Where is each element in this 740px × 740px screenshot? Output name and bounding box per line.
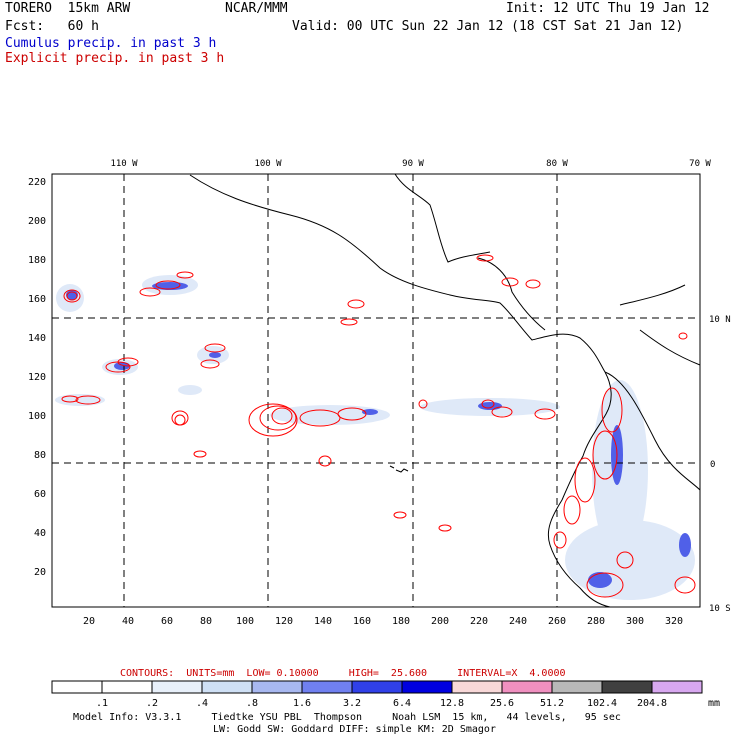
x-tick: 320 bbox=[665, 616, 683, 627]
y-tick: 180 bbox=[28, 255, 46, 266]
x-tick: 160 bbox=[353, 616, 371, 627]
explicit-contours bbox=[61, 254, 696, 598]
x-tick: 300 bbox=[626, 616, 644, 627]
y-tick: 60 bbox=[34, 489, 46, 500]
y-tick: 220 bbox=[28, 177, 46, 188]
y-tick: 120 bbox=[28, 372, 46, 383]
lon-label: 80 W bbox=[546, 159, 568, 169]
contour-info: CONTOURS: UNITS=mm LOW= 0.10000 HIGH= 25… bbox=[120, 668, 566, 679]
forecast-hour: Fcst: 60 h bbox=[5, 19, 99, 34]
x-tick: 20 bbox=[83, 616, 95, 627]
x-tick: 260 bbox=[548, 616, 566, 627]
lon-label: 110 W bbox=[110, 159, 138, 169]
lon-label: 100 W bbox=[254, 159, 282, 169]
x-tick: 140 bbox=[314, 616, 332, 627]
y-tick: 160 bbox=[28, 294, 46, 305]
y-axis-ticks: 220 200 180 160 140 120 100 80 60 40 20 bbox=[28, 177, 46, 578]
org-name: NCAR/MMM bbox=[225, 1, 288, 16]
lon-label: 70 W bbox=[689, 159, 711, 169]
x-tick: 180 bbox=[392, 616, 410, 627]
x-tick: 40 bbox=[122, 616, 134, 627]
x-tick: 280 bbox=[587, 616, 605, 627]
y-tick: 140 bbox=[28, 333, 46, 344]
model-name: TORERO 15km ARW bbox=[5, 1, 131, 16]
y-tick: 200 bbox=[28, 216, 46, 227]
x-tick: 220 bbox=[470, 616, 488, 627]
lon-label: 90 W bbox=[402, 159, 424, 169]
x-tick: 60 bbox=[161, 616, 173, 627]
field-explicit-label: Explicit precip. in past 3 h bbox=[5, 51, 225, 66]
x-tick: 200 bbox=[431, 616, 449, 627]
field-cumulus-label: Cumulus precip. in past 3 h bbox=[5, 36, 217, 51]
y-tick: 100 bbox=[28, 411, 46, 422]
model-info: Model Info: V3.3.1 Tiedtke YSU PBL Thomp… bbox=[73, 712, 621, 723]
x-tick: 100 bbox=[236, 616, 254, 627]
longitude-labels: 110 W 100 W 90 W 80 W 70 W bbox=[110, 159, 711, 169]
lat-label: 10 S bbox=[709, 604, 731, 614]
lat-label: 10 N bbox=[709, 315, 731, 325]
y-tick: 20 bbox=[34, 567, 46, 578]
y-tick: 80 bbox=[34, 450, 46, 461]
graticule bbox=[52, 174, 700, 607]
x-axis-ticks: 20 40 60 80 100 120 140 160 180 200 220 … bbox=[83, 616, 683, 627]
lat-label: 0 bbox=[710, 460, 715, 470]
x-tick: 240 bbox=[509, 616, 527, 627]
valid-time: Valid: 00 UTC Sun 22 Jan 12 (18 CST Sat … bbox=[292, 19, 684, 34]
model-physics: LW: Godd SW: Goddard DIFF: simple KM: 2D… bbox=[213, 724, 496, 735]
y-tick: 40 bbox=[34, 528, 46, 539]
x-tick: 120 bbox=[275, 616, 293, 627]
init-time: Init: 12 UTC Thu 19 Jan 12 bbox=[506, 1, 710, 16]
x-tick: 80 bbox=[200, 616, 212, 627]
latitude-labels: 10 N 0 10 S bbox=[709, 315, 731, 614]
